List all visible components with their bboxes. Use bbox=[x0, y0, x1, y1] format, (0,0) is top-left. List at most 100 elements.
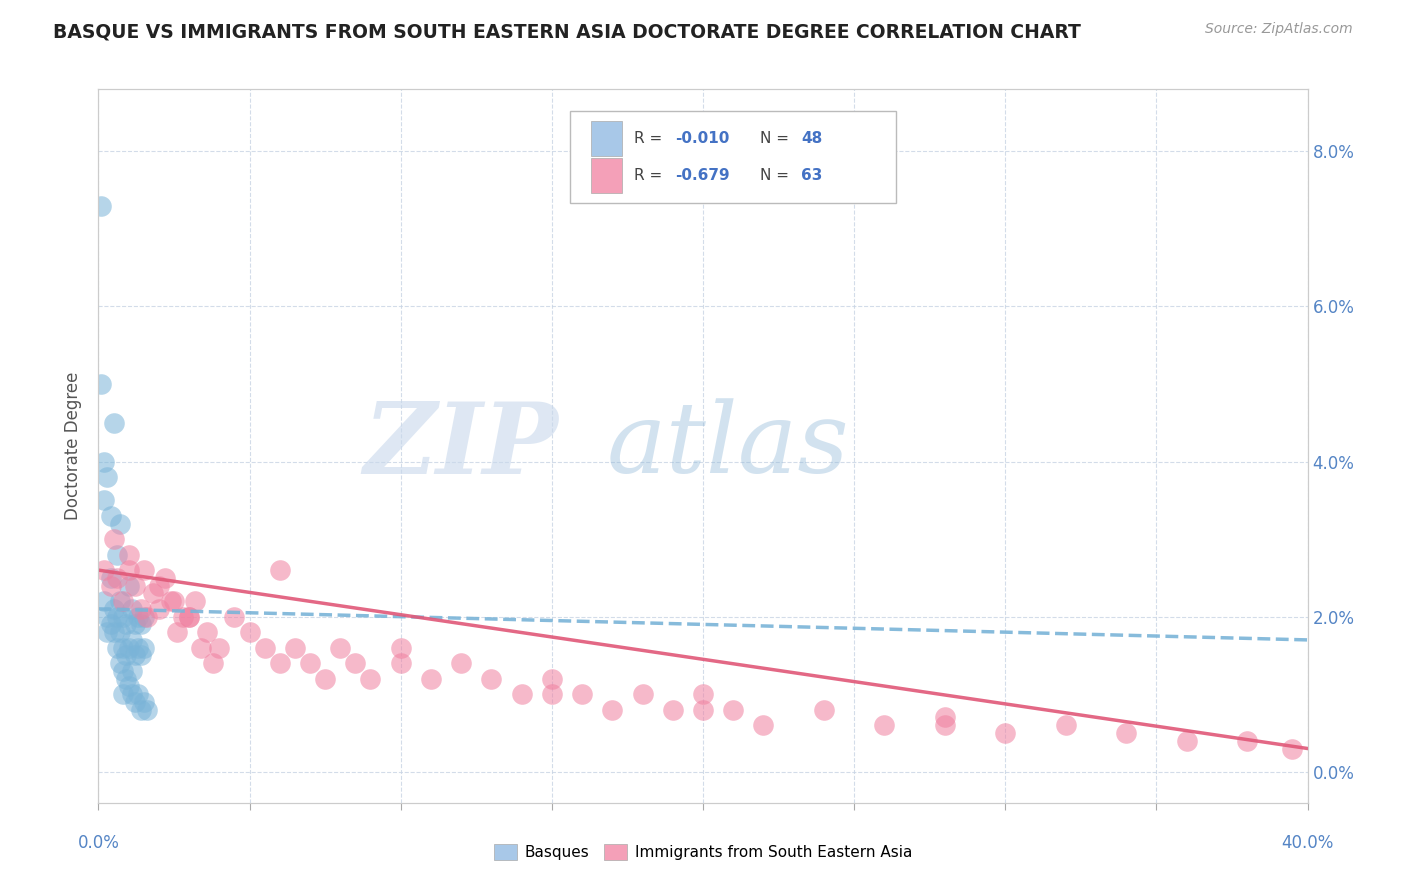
Immigrants from South Eastern Asia bbox=[269, 656, 291, 670]
Text: ZIP: ZIP bbox=[363, 398, 558, 494]
Immigrants from South Eastern Asia bbox=[100, 579, 122, 593]
Immigrants from South Eastern Asia bbox=[934, 718, 956, 732]
Basques bbox=[114, 648, 136, 663]
Immigrants from South Eastern Asia bbox=[1175, 733, 1198, 747]
Basques bbox=[111, 687, 134, 701]
Immigrants from South Eastern Asia bbox=[661, 703, 683, 717]
Text: -0.679: -0.679 bbox=[675, 168, 730, 183]
Immigrants from South Eastern Asia bbox=[631, 687, 654, 701]
Immigrants from South Eastern Asia bbox=[195, 625, 218, 640]
FancyBboxPatch shape bbox=[591, 121, 621, 155]
Immigrants from South Eastern Asia bbox=[93, 563, 115, 577]
Basques bbox=[118, 680, 141, 694]
Immigrants from South Eastern Asia bbox=[105, 571, 128, 585]
Basques bbox=[108, 594, 131, 608]
Immigrants from South Eastern Asia bbox=[602, 703, 624, 717]
Basques bbox=[111, 664, 134, 678]
Y-axis label: Doctorate Degree: Doctorate Degree bbox=[65, 372, 83, 520]
Basques bbox=[100, 617, 122, 632]
Immigrants from South Eastern Asia bbox=[142, 586, 165, 600]
Basques bbox=[129, 648, 152, 663]
Immigrants from South Eastern Asia bbox=[1054, 718, 1077, 732]
Immigrants from South Eastern Asia bbox=[329, 640, 352, 655]
Basques bbox=[96, 470, 118, 484]
Immigrants from South Eastern Asia bbox=[540, 687, 562, 701]
Basques bbox=[121, 687, 143, 701]
Basques bbox=[114, 617, 136, 632]
Text: BASQUE VS IMMIGRANTS FROM SOUTH EASTERN ASIA DOCTORATE DEGREE CORRELATION CHART: BASQUE VS IMMIGRANTS FROM SOUTH EASTERN … bbox=[53, 22, 1081, 41]
Basques bbox=[118, 640, 141, 655]
Immigrants from South Eastern Asia bbox=[129, 602, 152, 616]
Immigrants from South Eastern Asia bbox=[389, 640, 412, 655]
Basques bbox=[96, 609, 118, 624]
Basques bbox=[105, 609, 128, 624]
Text: R =: R = bbox=[634, 131, 668, 146]
Immigrants from South Eastern Asia bbox=[172, 609, 194, 624]
Immigrants from South Eastern Asia bbox=[118, 563, 141, 577]
Text: 63: 63 bbox=[801, 168, 823, 183]
Immigrants from South Eastern Asia bbox=[190, 640, 212, 655]
Immigrants from South Eastern Asia bbox=[389, 656, 412, 670]
Basques bbox=[121, 602, 143, 616]
Basques bbox=[103, 625, 125, 640]
Basques bbox=[93, 493, 115, 508]
Immigrants from South Eastern Asia bbox=[450, 656, 472, 670]
Basques bbox=[111, 640, 134, 655]
Basques bbox=[105, 640, 128, 655]
Text: atlas: atlas bbox=[606, 399, 849, 493]
Immigrants from South Eastern Asia bbox=[723, 703, 745, 717]
Basques bbox=[127, 640, 149, 655]
Text: N =: N = bbox=[759, 168, 794, 183]
Basques bbox=[135, 703, 157, 717]
Immigrants from South Eastern Asia bbox=[179, 609, 201, 624]
Immigrants from South Eastern Asia bbox=[163, 594, 186, 608]
Basques bbox=[103, 416, 125, 430]
Basques bbox=[129, 703, 152, 717]
Basques bbox=[124, 648, 146, 663]
Basques bbox=[93, 594, 115, 608]
Immigrants from South Eastern Asia bbox=[132, 563, 155, 577]
Legend: Basques, Immigrants from South Eastern Asia: Basques, Immigrants from South Eastern A… bbox=[488, 838, 918, 866]
Immigrants from South Eastern Asia bbox=[148, 602, 170, 616]
Immigrants from South Eastern Asia bbox=[124, 579, 146, 593]
Immigrants from South Eastern Asia bbox=[571, 687, 593, 701]
Basques bbox=[127, 687, 149, 701]
Text: R =: R = bbox=[634, 168, 668, 183]
Immigrants from South Eastern Asia bbox=[420, 672, 443, 686]
Immigrants from South Eastern Asia bbox=[103, 532, 125, 546]
Immigrants from South Eastern Asia bbox=[540, 672, 562, 686]
Basques bbox=[108, 625, 131, 640]
Immigrants from South Eastern Asia bbox=[1236, 733, 1258, 747]
Immigrants from South Eastern Asia bbox=[994, 726, 1017, 740]
Immigrants from South Eastern Asia bbox=[253, 640, 276, 655]
FancyBboxPatch shape bbox=[569, 111, 897, 203]
Immigrants from South Eastern Asia bbox=[813, 703, 835, 717]
Immigrants from South Eastern Asia bbox=[118, 548, 141, 562]
Basques bbox=[103, 602, 125, 616]
Text: 0.0%: 0.0% bbox=[77, 834, 120, 852]
Text: 40.0%: 40.0% bbox=[1281, 834, 1334, 852]
Immigrants from South Eastern Asia bbox=[344, 656, 367, 670]
Basques bbox=[100, 508, 122, 523]
Basques bbox=[121, 664, 143, 678]
Immigrants from South Eastern Asia bbox=[239, 625, 262, 640]
Immigrants from South Eastern Asia bbox=[224, 609, 246, 624]
Basques bbox=[132, 695, 155, 709]
Immigrants from South Eastern Asia bbox=[873, 718, 896, 732]
Immigrants from South Eastern Asia bbox=[481, 672, 503, 686]
Immigrants from South Eastern Asia bbox=[934, 710, 956, 724]
Basques bbox=[108, 656, 131, 670]
Immigrants from South Eastern Asia bbox=[510, 687, 533, 701]
Basques bbox=[124, 617, 146, 632]
Basques bbox=[124, 695, 146, 709]
Text: -0.010: -0.010 bbox=[675, 131, 730, 146]
Immigrants from South Eastern Asia bbox=[1281, 741, 1303, 756]
Text: Source: ZipAtlas.com: Source: ZipAtlas.com bbox=[1205, 22, 1353, 37]
Immigrants from South Eastern Asia bbox=[184, 594, 207, 608]
Immigrants from South Eastern Asia bbox=[179, 609, 201, 624]
Text: 48: 48 bbox=[801, 131, 823, 146]
Immigrants from South Eastern Asia bbox=[314, 672, 336, 686]
Immigrants from South Eastern Asia bbox=[360, 672, 382, 686]
Immigrants from South Eastern Asia bbox=[208, 640, 231, 655]
Immigrants from South Eastern Asia bbox=[111, 594, 134, 608]
